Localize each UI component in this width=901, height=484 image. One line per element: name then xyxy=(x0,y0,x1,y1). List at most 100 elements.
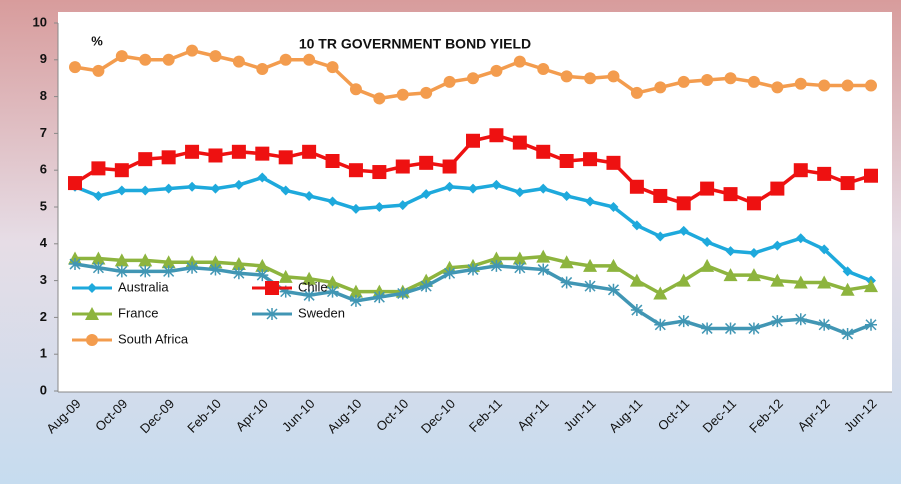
data-point xyxy=(91,251,106,265)
data-point xyxy=(349,294,362,307)
data-point xyxy=(746,268,761,282)
data-point xyxy=(372,165,387,180)
legend-label: France xyxy=(118,305,158,320)
data-point xyxy=(701,74,714,87)
y-tick-label: 9 xyxy=(40,51,47,66)
data-point xyxy=(817,166,832,181)
data-point xyxy=(421,189,432,200)
data-point xyxy=(279,53,292,66)
legend-label: South Africa xyxy=(118,331,189,346)
legend-marker xyxy=(86,334,98,346)
data-point xyxy=(678,225,689,236)
data-point xyxy=(771,81,784,94)
data-point xyxy=(606,155,621,170)
data-point xyxy=(467,263,479,276)
data-point xyxy=(280,185,291,196)
data-point xyxy=(538,183,549,194)
data-point xyxy=(325,154,340,168)
data-point xyxy=(537,63,550,75)
data-point xyxy=(350,203,361,214)
data-point xyxy=(607,70,620,83)
data-point xyxy=(231,257,246,271)
data-point xyxy=(162,53,175,66)
data-point xyxy=(69,258,81,271)
data-point xyxy=(256,269,269,282)
y-tick-label: 5 xyxy=(40,198,47,213)
data-point xyxy=(865,318,877,331)
y-tick-label: 3 xyxy=(40,272,47,287)
data-point xyxy=(93,190,104,201)
data-point xyxy=(491,179,502,190)
data-point xyxy=(559,154,574,168)
data-point xyxy=(444,181,455,192)
data-point xyxy=(584,280,597,293)
data-point xyxy=(489,128,504,143)
data-point xyxy=(186,44,199,57)
data-point xyxy=(303,289,316,302)
legend-marker xyxy=(265,281,279,295)
data-point xyxy=(537,263,550,276)
data-point xyxy=(724,322,737,335)
data-point xyxy=(583,152,598,167)
legend-marker xyxy=(87,283,97,293)
data-point xyxy=(629,179,644,194)
data-point xyxy=(746,196,761,211)
data-point xyxy=(793,275,808,289)
data-point xyxy=(819,244,830,255)
y-tick-label: 4 xyxy=(40,235,48,250)
data-point xyxy=(585,196,596,207)
data-point xyxy=(278,269,293,283)
data-point xyxy=(138,253,153,267)
data-point xyxy=(443,267,456,280)
data-point xyxy=(163,183,174,194)
y-tick-label: 1 xyxy=(40,346,47,361)
data-point xyxy=(654,318,667,331)
data-point xyxy=(583,258,598,272)
data-point xyxy=(724,72,737,85)
data-point xyxy=(279,285,292,298)
data-point xyxy=(677,315,690,328)
data-point xyxy=(349,83,362,96)
data-point xyxy=(841,79,854,92)
data-point xyxy=(654,81,667,94)
data-point xyxy=(536,144,551,159)
data-point xyxy=(490,64,503,77)
data-point xyxy=(560,70,573,83)
data-point xyxy=(442,159,457,174)
data-point xyxy=(257,172,268,183)
data-point xyxy=(725,246,736,257)
data-point xyxy=(701,322,714,335)
data-point xyxy=(513,261,526,274)
data-point xyxy=(115,265,128,278)
data-point xyxy=(700,181,715,196)
data-point xyxy=(817,275,832,289)
legend-label: Australia xyxy=(118,279,169,294)
data-point xyxy=(559,255,574,269)
data-point xyxy=(209,263,222,276)
data-point xyxy=(374,202,385,212)
data-point xyxy=(818,318,831,331)
data-point xyxy=(840,176,855,191)
data-point xyxy=(818,79,831,92)
data-point xyxy=(116,185,127,196)
data-point xyxy=(770,181,785,196)
y-tick-label: 10 xyxy=(33,14,47,29)
data-point xyxy=(676,273,691,287)
data-point xyxy=(466,133,480,148)
data-point xyxy=(631,220,642,231)
data-point xyxy=(255,146,270,161)
data-point xyxy=(373,92,386,105)
y-tick-label: 2 xyxy=(40,309,47,324)
data-point xyxy=(302,271,317,285)
data-point xyxy=(140,185,151,196)
data-point xyxy=(114,163,129,178)
data-point xyxy=(161,150,176,165)
data-point xyxy=(443,75,456,88)
data-point xyxy=(490,259,503,272)
data-point xyxy=(326,61,339,74)
data-point xyxy=(420,86,433,99)
y-axis-label: % xyxy=(91,33,103,48)
data-point xyxy=(794,77,807,90)
data-point xyxy=(536,249,551,263)
data-point xyxy=(865,79,877,92)
